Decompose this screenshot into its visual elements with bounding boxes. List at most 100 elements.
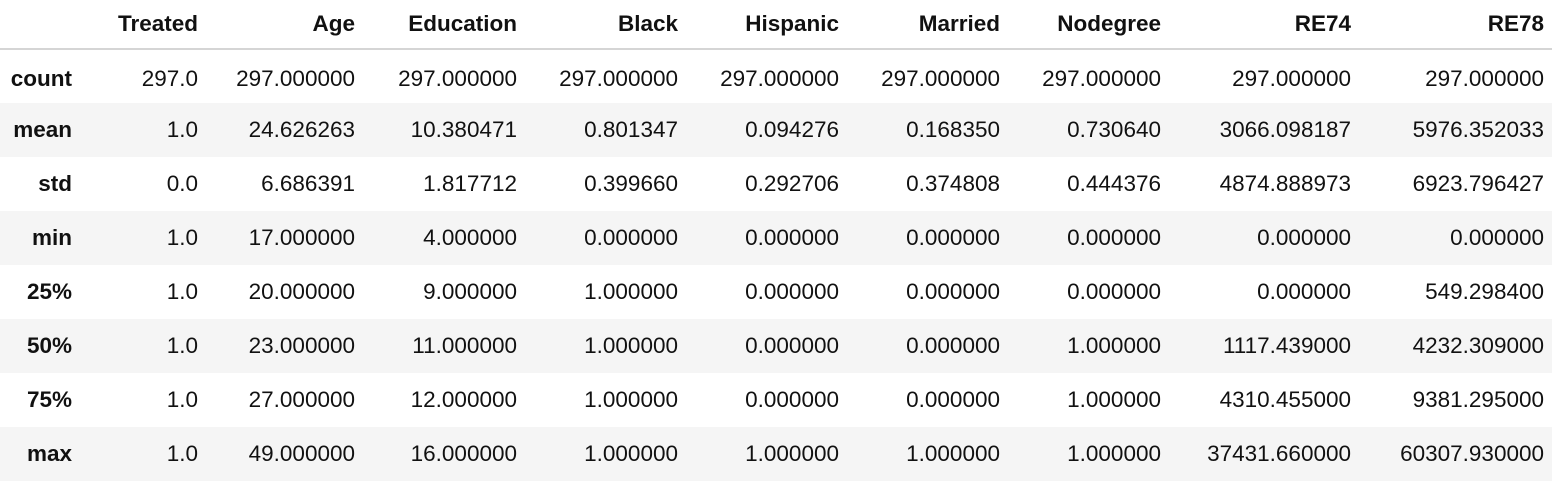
table-cell: 0.730640 bbox=[1067, 117, 1161, 142]
table-cell: 297.000000 bbox=[720, 65, 839, 91]
row-index-label: count bbox=[10, 65, 72, 91]
table-cell: 5976.352033 bbox=[1412, 117, 1544, 142]
row-index-label: max bbox=[26, 441, 72, 466]
table-cell: 1.0 bbox=[166, 333, 198, 358]
table-cell: 0.168350 bbox=[906, 117, 1000, 142]
table-row: mean 1.0 24.626263 10.380471 0.801347 0.09427… bbox=[0, 103, 1552, 157]
table-cell: 6.686391 bbox=[261, 171, 355, 196]
table-cell: 4.000000 bbox=[423, 225, 517, 250]
table-cell: 297.000000 bbox=[1425, 65, 1544, 91]
table-cell: 0.000000 bbox=[1067, 225, 1161, 250]
table-row: 25% 1.0 20.000000 9.000000 1.000000 0.000000 0… bbox=[0, 265, 1552, 319]
table-cell: 0.000000 bbox=[1450, 225, 1544, 250]
table-row: max 1.0 49.000000 16.000000 1.000000 1.000000… bbox=[0, 427, 1552, 481]
table-cell: 0.399660 bbox=[584, 171, 678, 196]
table-cell: 0.000000 bbox=[906, 333, 1000, 358]
table-cell: 297.000000 bbox=[1042, 65, 1161, 91]
table-cell: 1.000000 bbox=[584, 387, 678, 412]
table-row: 50% 1.0 23.000000 11.000000 1.000000 0.000000… bbox=[0, 319, 1552, 373]
table-cell: 60307.930000 bbox=[1400, 441, 1544, 466]
table-row: 75% 1.0 27.000000 12.000000 1.000000 0.000000… bbox=[0, 373, 1552, 427]
header-row: Treated Age Education Black Hispanic Mar… bbox=[0, 0, 1552, 50]
table-cell: 1.000000 bbox=[584, 333, 678, 358]
table-cell: 1.000000 bbox=[745, 441, 839, 466]
table-cell: 0.000000 bbox=[745, 225, 839, 250]
row-index-label: std bbox=[38, 171, 72, 196]
column-header-treated: Treated bbox=[98, 0, 206, 50]
table-row: min 1.0 17.000000 4.000000 0.000000 0.000000 0… bbox=[0, 211, 1552, 265]
table-cell: 12.000000 bbox=[410, 387, 517, 412]
table-cell: 0.0 bbox=[166, 171, 198, 196]
table-cell: 3066.098187 bbox=[1219, 117, 1351, 142]
table-cell: 0.801347 bbox=[584, 117, 678, 142]
table-cell: 4232.309000 bbox=[1412, 333, 1544, 358]
table-cell: 0.000000 bbox=[745, 333, 839, 358]
table-cell: 297.000000 bbox=[881, 65, 1000, 91]
table-cell: 0.000000 bbox=[745, 279, 839, 304]
table-cell: 1.000000 bbox=[1067, 441, 1161, 466]
table-cell: 17.000000 bbox=[248, 225, 355, 250]
table-cell: 297.000000 bbox=[1232, 65, 1351, 91]
row-index-label: 50% bbox=[26, 333, 72, 358]
column-header-re78: RE78 bbox=[1359, 0, 1552, 50]
column-header-black: Black bbox=[525, 0, 686, 50]
table-cell: 1.000000 bbox=[1067, 333, 1161, 358]
table-cell: 4874.888973 bbox=[1219, 171, 1351, 196]
table-cell: 4310.455000 bbox=[1219, 387, 1351, 412]
table-cell: 0.292706 bbox=[745, 171, 839, 196]
table-cell: 297.000000 bbox=[398, 65, 517, 91]
row-index-label: min bbox=[31, 225, 72, 250]
table-cell: 16.000000 bbox=[410, 441, 517, 466]
index-header bbox=[0, 0, 98, 50]
table-cell: 1.0 bbox=[166, 387, 198, 412]
table-cell: 297.000000 bbox=[236, 65, 355, 91]
column-header-married: Married bbox=[847, 0, 1008, 50]
table-cell: 0.000000 bbox=[906, 387, 1000, 412]
table-cell: 24.626263 bbox=[248, 117, 355, 142]
table-row: std 0.0 6.686391 1.817712 0.399660 0.292706 0.… bbox=[0, 157, 1552, 211]
table-cell: 20.000000 bbox=[248, 279, 355, 304]
table-cell: 549.298400 bbox=[1425, 279, 1544, 304]
column-header-nodegree: Nodegree bbox=[1008, 0, 1169, 50]
column-header-hispanic: Hispanic bbox=[686, 0, 847, 50]
table-cell: 0.444376 bbox=[1067, 171, 1161, 196]
table-cell: 0.374808 bbox=[906, 171, 1000, 196]
row-index-label: 75% bbox=[26, 387, 72, 412]
table-cell: 1.0 bbox=[166, 441, 198, 466]
table-cell: 1.0 bbox=[166, 279, 198, 304]
table-cell: 0.000000 bbox=[1257, 279, 1351, 304]
table-cell: 0.000000 bbox=[745, 387, 839, 412]
table-cell: 1.000000 bbox=[584, 441, 678, 466]
table-body: count 297.0 297.000000 297.000000 297.000000… bbox=[0, 49, 1552, 481]
table-cell: 27.000000 bbox=[248, 387, 355, 412]
table-cell: 1117.439000 bbox=[1222, 333, 1351, 358]
table-cell: 1.000000 bbox=[906, 441, 1000, 466]
row-index-label: mean bbox=[13, 117, 72, 142]
table-cell: 0.000000 bbox=[1067, 279, 1161, 304]
table-cell: 297.0 bbox=[141, 65, 198, 91]
table-cell: 49.000000 bbox=[248, 441, 355, 466]
table-cell: 297.000000 bbox=[559, 65, 678, 91]
table-cell: 23.000000 bbox=[248, 333, 355, 358]
table-cell: 1.0 bbox=[166, 225, 198, 250]
column-header-education: Education bbox=[363, 0, 525, 50]
table-row: count 297.0 297.000000 297.000000 297.000000… bbox=[0, 49, 1552, 103]
table-cell: 0.000000 bbox=[584, 225, 678, 250]
table-cell: 0.000000 bbox=[906, 279, 1000, 304]
table-cell: 9381.295000 bbox=[1412, 387, 1544, 412]
table-cell: 0.000000 bbox=[906, 225, 1000, 250]
table-cell: 10.380471 bbox=[410, 117, 517, 142]
table-cell: 1.0 bbox=[166, 117, 198, 142]
column-header-re74: RE74 bbox=[1169, 0, 1359, 50]
table-cell: 6923.796427 bbox=[1412, 171, 1544, 196]
table-cell: 1.817712 bbox=[423, 171, 517, 196]
table-cell: 1.000000 bbox=[584, 279, 678, 304]
row-index-label: 25% bbox=[26, 279, 72, 304]
table-cell: 0.094276 bbox=[745, 117, 839, 142]
table-cell: 9.000000 bbox=[423, 279, 517, 304]
table-cell: 11.000000 bbox=[412, 333, 517, 358]
table-cell: 1.000000 bbox=[1067, 387, 1161, 412]
table-cell: 37431.660000 bbox=[1207, 441, 1351, 466]
table-cell: 0.000000 bbox=[1257, 225, 1351, 250]
